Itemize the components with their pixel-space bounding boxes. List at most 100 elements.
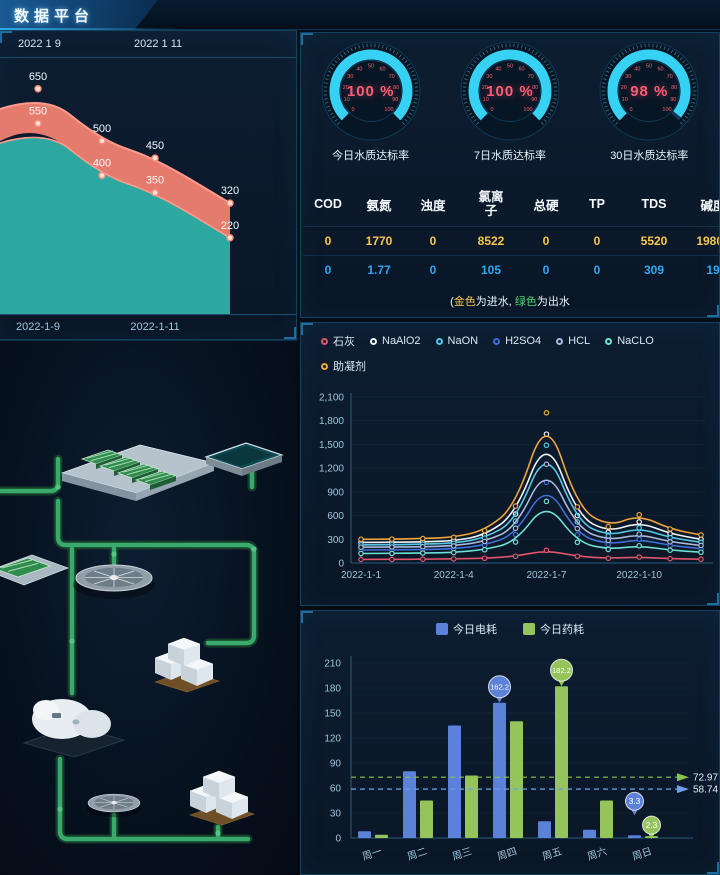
legend-label: HCL: [568, 335, 591, 347]
legend-item-lime[interactable]: 石灰: [321, 333, 355, 349]
top-header: 数据平台: [0, 0, 720, 30]
legend-item-naon[interactable]: NaON: [435, 335, 478, 347]
legend-label: H2SO4: [505, 335, 542, 347]
svg-text:2,100: 2,100: [319, 393, 344, 404]
svg-text:70: 70: [388, 74, 394, 80]
note-text: 为进水,: [475, 296, 515, 308]
cons-legend: 今日电耗 今日药耗: [301, 621, 719, 637]
gauge-label: 今日水质达标率: [332, 150, 410, 162]
svg-text:周五: 周五: [541, 845, 564, 863]
svg-text:70: 70: [528, 74, 534, 80]
svg-text:40: 40: [495, 66, 501, 72]
svg-text:900: 900: [327, 487, 344, 498]
note-outlet-word: 绿色: [514, 296, 537, 308]
svg-text:90: 90: [330, 759, 342, 770]
col-header: TDS: [641, 197, 667, 212]
legend-item-h2so4[interactable]: H2SO4: [493, 335, 541, 347]
col-header: 总硬: [533, 198, 559, 213]
svg-text:2022-1-9: 2022-1-9: [16, 321, 60, 333]
value-cell: 309: [643, 262, 665, 277]
svg-text:20: 20: [482, 85, 488, 91]
gauge-7day: 0 10 20 30 40 50 60 70 80 90 100 100 % 7日水质达标率: [444, 39, 576, 163]
svg-text:120: 120: [324, 734, 341, 745]
value-cell: 0: [542, 233, 550, 248]
legend-item-power[interactable]: 今日电耗: [436, 621, 497, 637]
svg-text:周三: 周三: [451, 845, 474, 863]
value-cell: 0: [593, 233, 601, 248]
chemical-bags-stack-1: [154, 637, 220, 693]
svg-text:70: 70: [667, 74, 673, 80]
legend-row: 助凝剂: [321, 358, 717, 374]
water-quality-panel: 0 10 20 30 40 50 60 70 80 90 100 100 % 今日水质达标率 0 10…: [300, 32, 720, 318]
clarifier-fan-small: [85, 793, 143, 818]
svg-text:30: 30: [626, 74, 632, 80]
svg-text:1,200: 1,200: [319, 464, 344, 475]
value-cell: 8522: [477, 233, 505, 248]
svg-text:320: 320: [221, 185, 239, 197]
legend-label: NaAlO2: [382, 335, 421, 347]
series-marker-icon: [370, 337, 377, 345]
svg-text:650: 650: [29, 71, 47, 83]
col-header: COD: [314, 197, 342, 212]
plant-3d-scene: [0, 442, 284, 844]
treatment-modules-platform: [60, 444, 216, 501]
gauge-value: 100 %: [486, 82, 534, 100]
value-cell: 1.77: [367, 262, 391, 277]
value-cell: 19800: [696, 233, 719, 248]
legend-item-naclo[interactable]: NaCLO: [605, 335, 654, 347]
aeration-module: [80, 449, 178, 490]
col-header: 碱度: [700, 198, 719, 213]
svg-text:80: 80: [532, 85, 538, 91]
value-cell: 19: [706, 262, 719, 277]
svg-text:210: 210: [324, 659, 341, 670]
col-header: TP: [589, 197, 605, 212]
col-header: 氨氮: [366, 198, 392, 213]
svg-text:0: 0: [351, 107, 354, 113]
clarifier-fan: [72, 564, 156, 600]
svg-text:周六: 周六: [586, 845, 609, 863]
value-cell: 5520: [640, 233, 668, 248]
svg-text:100: 100: [523, 107, 532, 113]
series-marker-icon: [435, 337, 443, 345]
svg-text:1,800: 1,800: [319, 416, 344, 427]
series-marker-icon: [436, 623, 448, 635]
series-marker-icon: [321, 337, 328, 345]
app-title: 数据平台: [0, 0, 158, 30]
svg-text:400: 400: [93, 157, 111, 169]
svg-text:0: 0: [335, 834, 341, 845]
top-axis-label: 2022 1 11: [134, 38, 183, 50]
svg-text:450: 450: [146, 140, 164, 152]
settling-basin: [204, 442, 284, 476]
svg-text:40: 40: [356, 66, 362, 72]
value-cell: 0: [542, 262, 550, 277]
svg-text:50: 50: [646, 64, 652, 70]
legend-label: 助凝剂: [333, 361, 366, 373]
gauge-label: 7日水质达标率: [473, 150, 547, 162]
legend-item-coagulant[interactable]: 助凝剂: [321, 358, 366, 374]
table-legend-note: (金色为进水, 绿色为出水: [301, 293, 719, 309]
divider-line: [0, 57, 296, 58]
svg-text:0: 0: [338, 559, 344, 570]
svg-text:0: 0: [630, 107, 633, 113]
gauges-row: 0 10 20 30 40 50 60 70 80 90 100 100 % 今日水质达标率 0 10…: [301, 39, 719, 163]
gauge-label: 30日水质达标率: [610, 150, 689, 162]
value-cell: 0: [429, 233, 437, 248]
legend-item-naalo2[interactable]: NaAlO2: [370, 335, 421, 347]
gauge-30day: 0 10 20 30 40 50 60 70 80 90 100 98 % 30日水质达标率: [583, 39, 715, 163]
series-marker-icon: [605, 337, 613, 345]
svg-text:350: 350: [146, 175, 164, 187]
gauge-dial: 0 10 20 30 40 50 60 70 80 90 100 100 %: [458, 39, 562, 143]
legend-item-chemical[interactable]: 今日药耗: [523, 621, 584, 637]
top-axis-label: 2022 1 9: [18, 38, 61, 50]
svg-text:30: 30: [347, 74, 353, 80]
svg-text:220: 220: [221, 220, 239, 232]
svg-text:周一: 周一: [361, 845, 384, 863]
svg-text:180: 180: [324, 684, 341, 695]
legend-row: 石灰 NaAlO2 NaON H2SO4 HCL NaCLO: [321, 333, 717, 349]
legend-item-hcl[interactable]: HCL: [556, 335, 590, 347]
svg-text:1,500: 1,500: [319, 440, 344, 451]
svg-text:600: 600: [327, 511, 344, 522]
